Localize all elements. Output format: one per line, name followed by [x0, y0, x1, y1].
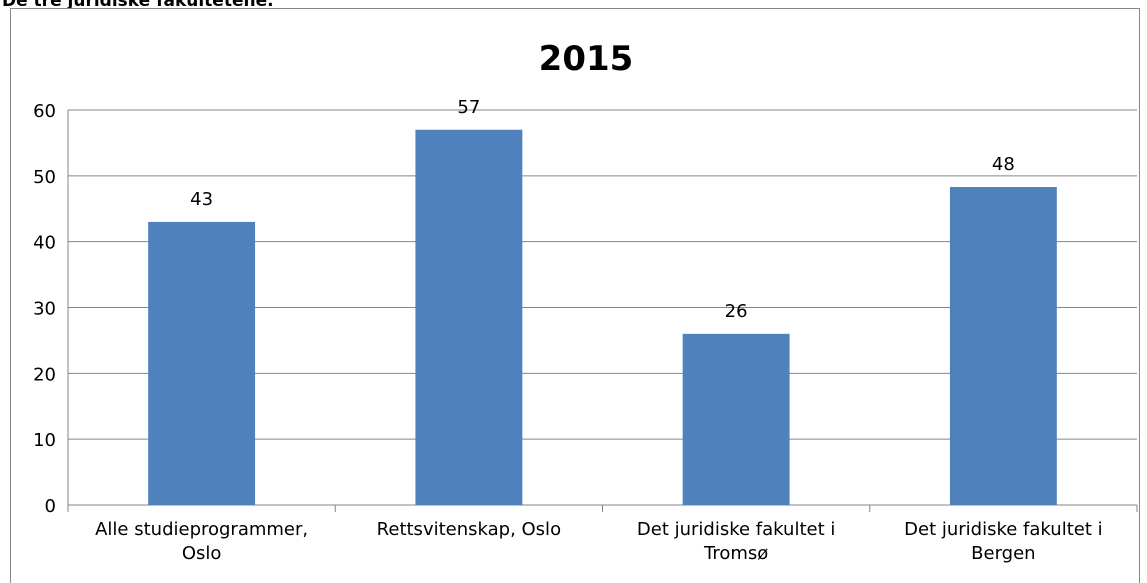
- x-tick-label: Rettsvitenskap, Oslo: [376, 519, 562, 540]
- bar: [148, 221, 256, 505]
- bar: [949, 187, 1057, 505]
- data-label: 57: [457, 97, 480, 118]
- bar: [682, 333, 790, 505]
- y-tick-label: 40: [33, 233, 56, 254]
- y-tick-label: 20: [33, 364, 56, 385]
- data-label: 48: [992, 154, 1015, 175]
- y-tick-label: 10: [33, 430, 56, 451]
- x-tick-label: Det juridiske fakultet i Bergen: [904, 519, 1103, 564]
- data-label: 26: [725, 301, 748, 322]
- y-tick-label: 50: [33, 167, 56, 188]
- bar: [415, 129, 523, 505]
- heading: De tre juridiske fakultetene.: [2, 0, 274, 11]
- y-tick-label: 60: [33, 101, 56, 122]
- y-tick-label: 30: [33, 299, 56, 320]
- x-tick-label: Det juridiske fakultet i Tromsø: [636, 519, 836, 564]
- x-tick-label: Alle studieprogrammer, Oslo: [95, 519, 309, 564]
- y-tick-label: 0: [45, 496, 56, 517]
- chart-title: 2015: [539, 39, 634, 79]
- data-label: 43: [190, 189, 213, 210]
